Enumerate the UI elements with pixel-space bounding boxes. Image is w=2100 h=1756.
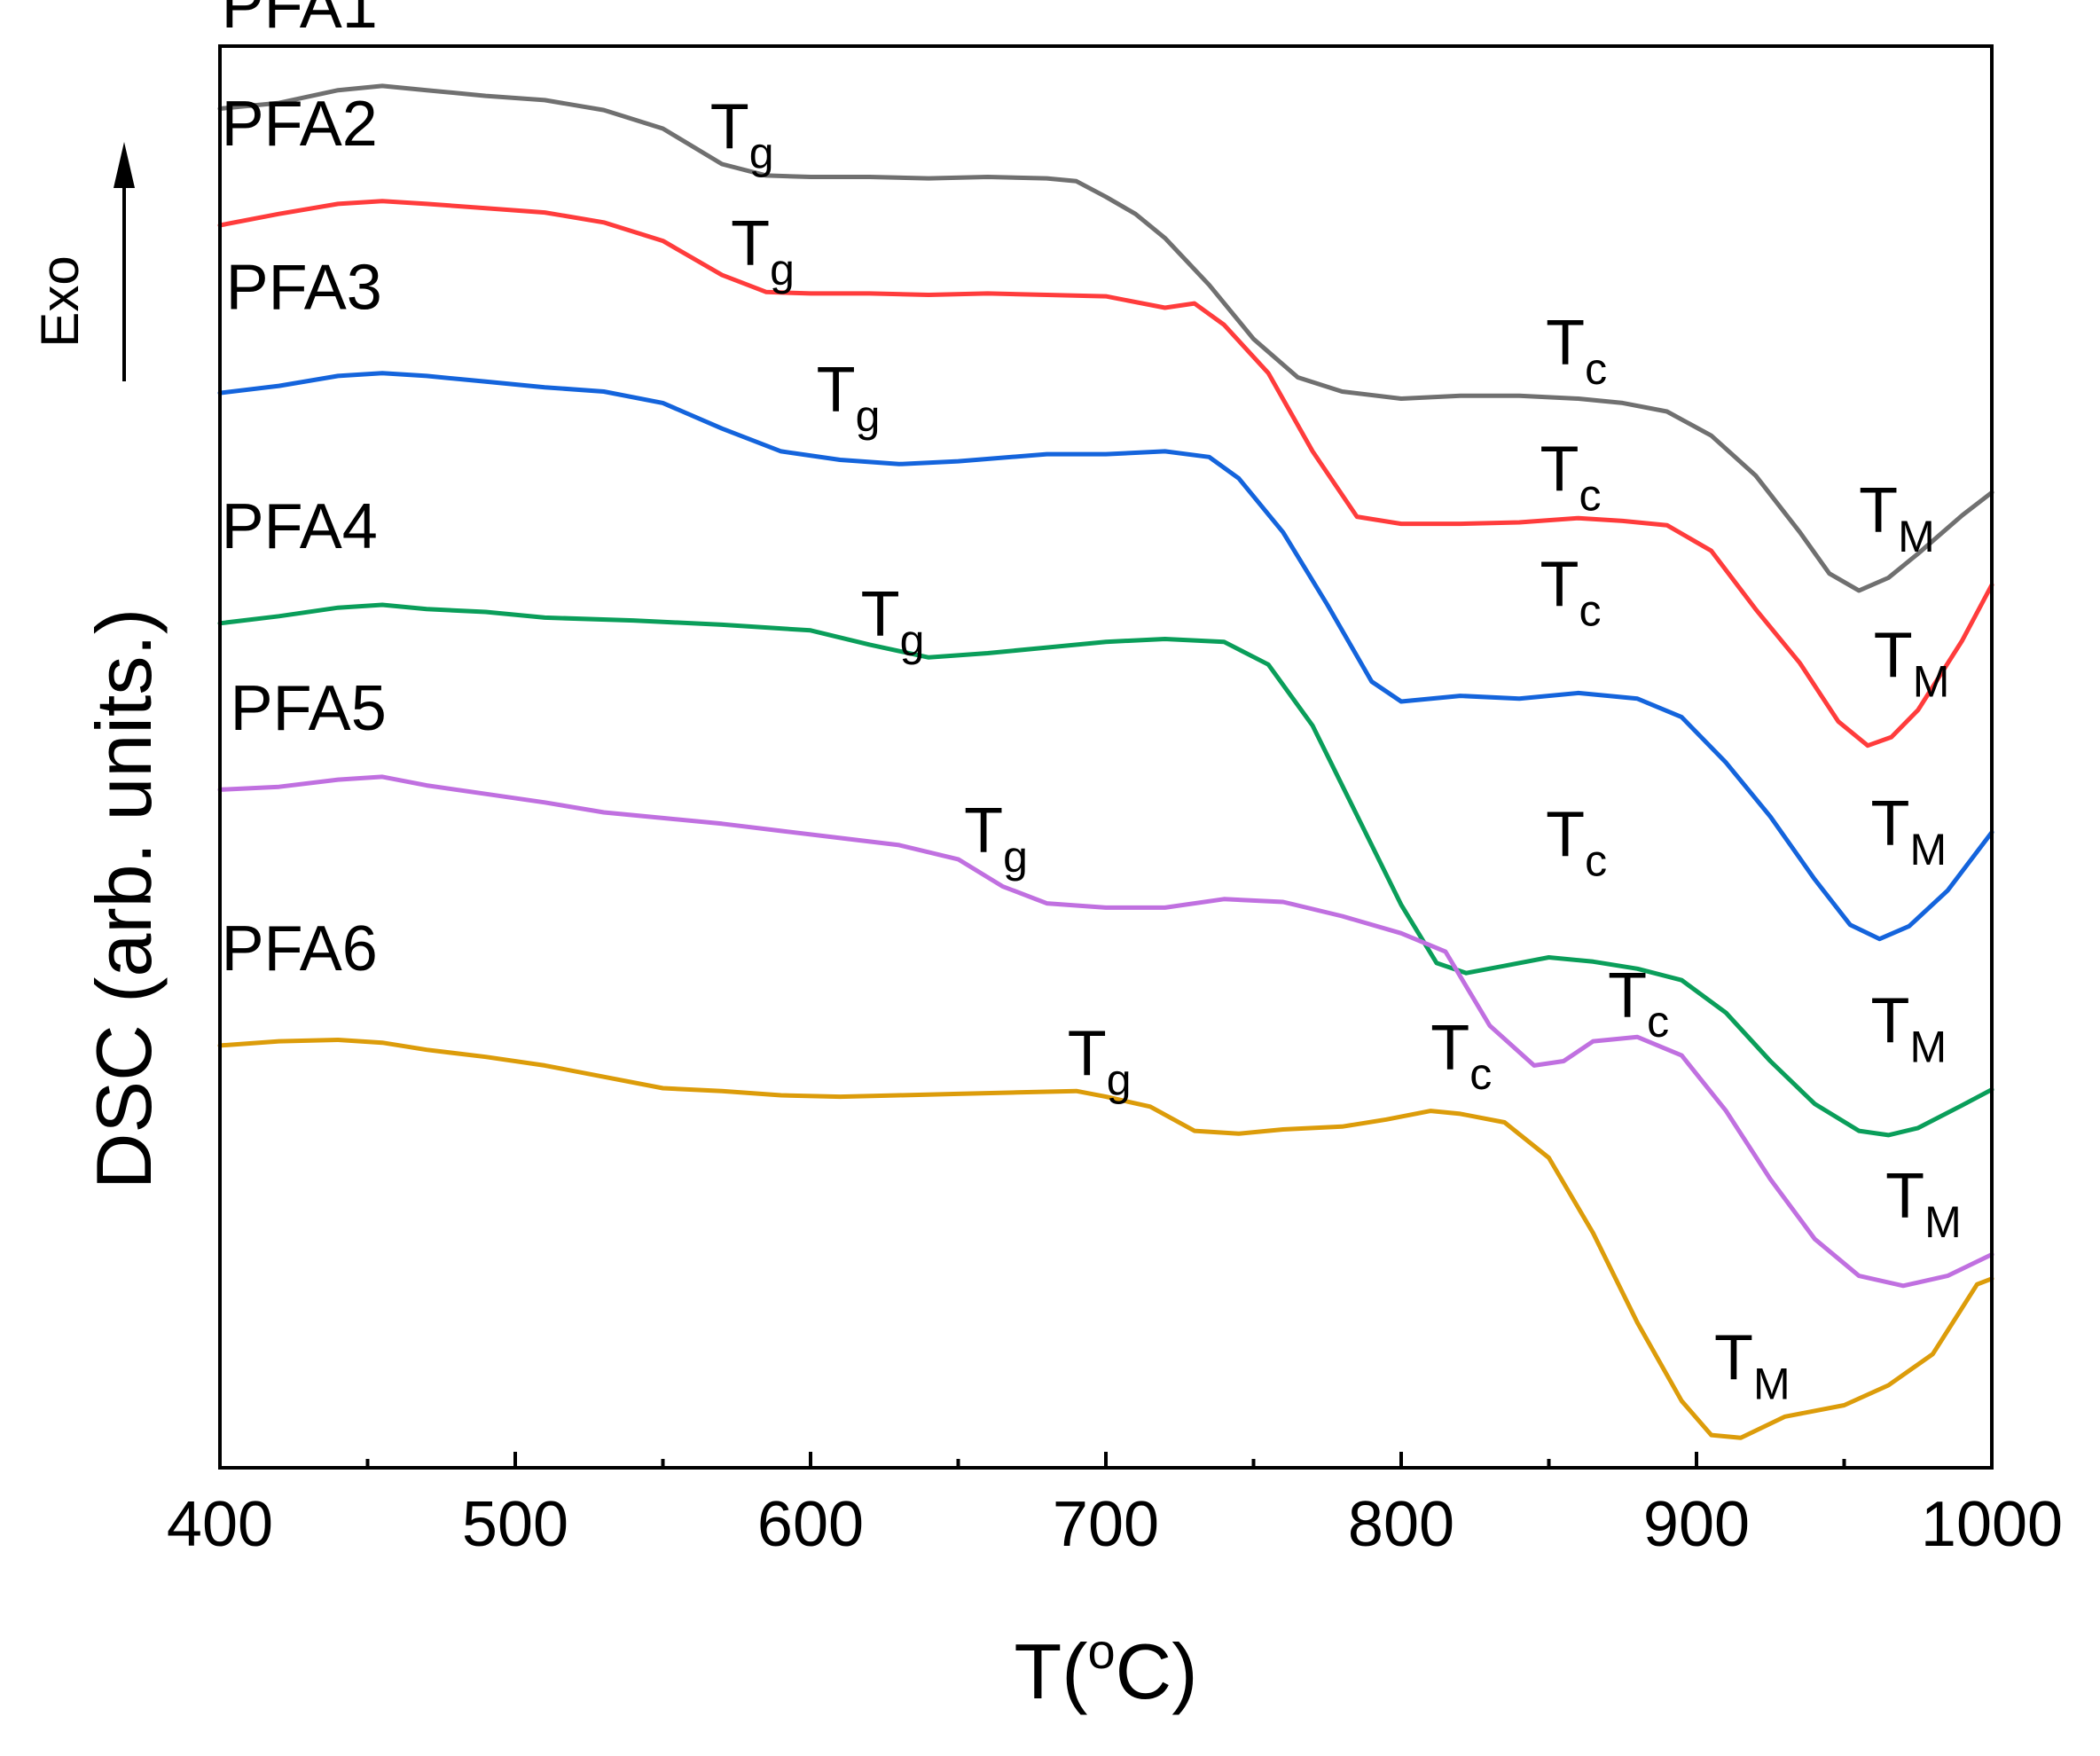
x-tick-label: 900	[1643, 1489, 1750, 1560]
plot-frame	[218, 44, 1994, 1470]
annotation-tm-pfa3: TM	[1870, 788, 1947, 874]
annotation-tg-pfa3: Tg	[817, 355, 881, 441]
x-axis-title: T(oC)	[1014, 1623, 1197, 1715]
annotation-tg-pfa6: Tg	[1068, 1019, 1132, 1105]
annotation-tg-pfa2: Tg	[731, 208, 795, 294]
annotation-tc-pfa4: Tc	[1546, 800, 1607, 886]
series-label-pfa4: PFA4	[222, 491, 378, 562]
x-tick-label: 400	[167, 1489, 273, 1560]
annotation-tc-pfa5: Tc	[1608, 960, 1669, 1047]
annotation-tg-pfa1: Tg	[710, 91, 774, 177]
series-layer	[217, 83, 1994, 1440]
series-line-pfa4	[217, 602, 1994, 1138]
x-tick-label: 600	[757, 1489, 864, 1560]
annotation-tc-pfa2: Tc	[1540, 435, 1602, 521]
x-axis: 400 500 600 700 800 900 1000	[167, 1452, 2063, 1560]
series-label-pfa5: PFA5	[231, 673, 387, 744]
y-axis-title: DSC (arb. units.)	[80, 608, 168, 1189]
annotation-tg-pfa4: Tg	[861, 579, 925, 665]
label-layer: PFA1PFA2PFA3PFA4PFA5PFA6TgTgTgTgTgTgTcTc…	[222, 0, 1962, 1409]
series-line-pfa2	[217, 199, 1994, 749]
exo-arrow-head-icon	[114, 142, 135, 188]
series-line-pfa6	[217, 1038, 1994, 1440]
exo-label: Exo	[30, 255, 90, 347]
annotation-tc-pfa1: Tc	[1546, 308, 1607, 394]
series-label-pfa3: PFA3	[226, 253, 382, 324]
series-label-pfa2: PFA2	[222, 89, 378, 160]
annotation-tm-pfa4: TM	[1870, 986, 1947, 1072]
annotation-tg-pfa5: Tg	[964, 796, 1028, 882]
x-tick-label: 1000	[1921, 1489, 2063, 1560]
x-tick-label: 700	[1053, 1489, 1159, 1560]
x-tick-label: 500	[462, 1489, 568, 1560]
series-label-pfa6: PFA6	[222, 913, 378, 984]
series-label-pfa1: PFA1	[222, 0, 378, 42]
series-line-pfa1	[217, 83, 1994, 593]
annotation-tm-pfa1: TM	[1859, 475, 1935, 561]
annotation-tm-pfa2: TM	[1874, 621, 1950, 707]
annotation-tc-pfa6: Tc	[1430, 1013, 1492, 1099]
series-line-pfa3	[217, 371, 1994, 942]
x-tick-label: 800	[1348, 1489, 1454, 1560]
series-line-pfa5	[217, 774, 1994, 1289]
annotation-tm-pfa6: TM	[1714, 1323, 1790, 1409]
exo-indicator: Exo	[30, 142, 135, 381]
annotation-tc-pfa3: Tc	[1540, 550, 1602, 636]
annotation-tm-pfa5: TM	[1885, 1161, 1962, 1247]
